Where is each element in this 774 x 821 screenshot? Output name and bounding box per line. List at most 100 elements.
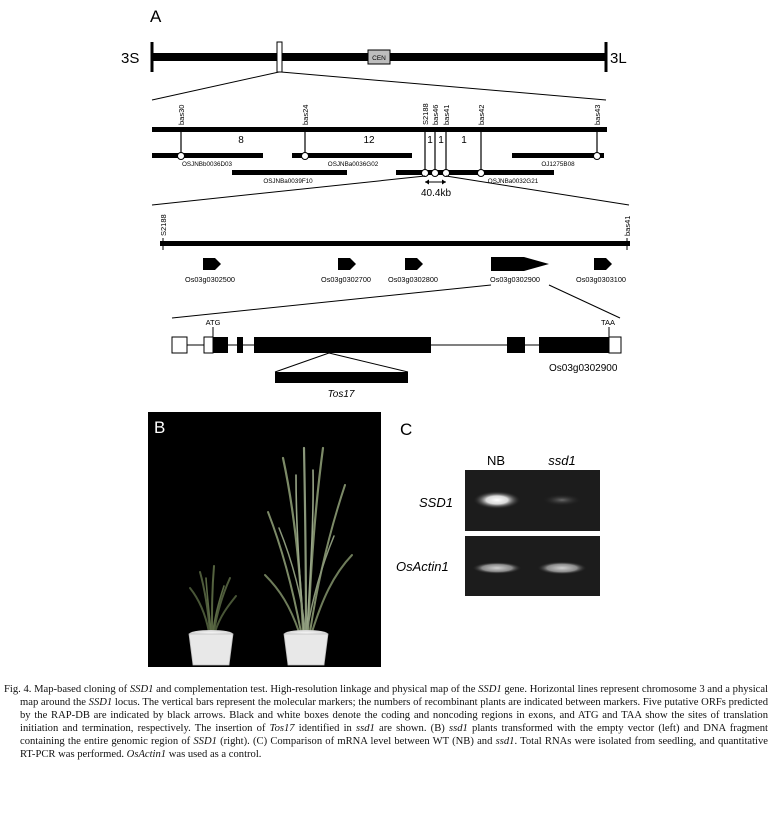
orf-label: Os03g0302700 [321, 275, 371, 284]
marker-label: bas42 [477, 105, 486, 125]
figure-caption: Fig. 4. Map-based cloning of SSD1 and co… [4, 683, 768, 761]
pot-left [188, 630, 234, 666]
exon-box [213, 337, 228, 353]
orf-label: Os03g0302900 [490, 275, 540, 284]
caption-body: SSD1 and complementation test. High-reso… [20, 684, 768, 760]
centromere-label: CEN [372, 55, 386, 62]
lane-label-nb: NB [487, 453, 505, 468]
bac-bar [292, 153, 412, 158]
zoom-line-left-3 [171, 284, 492, 319]
exon-box [254, 337, 431, 353]
orf-region-bar [160, 241, 630, 246]
recombinant-count: 1 [427, 135, 433, 146]
marker-label: bas46 [431, 105, 440, 125]
marker-dot [442, 169, 450, 177]
bac-bar [152, 153, 263, 158]
bac-bar [396, 170, 554, 175]
tos17-insertion [275, 372, 408, 383]
orf-label: Os03g0302800 [388, 275, 438, 284]
zoom-line-left-1 [151, 71, 280, 101]
caption-italic-term: ssd1 [448, 723, 468, 734]
caption-segment: gene. Horizontal lines represent chromos… [20, 684, 768, 708]
bac-bar [232, 170, 347, 175]
orf-label: Os03g0303100 [576, 275, 626, 284]
linkage-bar [152, 127, 607, 132]
orf-map: S2188 bas41 Os03g0302500 Os03g0302700 Os… [159, 214, 632, 319]
chrom-right-label: 3L [610, 50, 627, 67]
locus-marker [276, 41, 283, 73]
zoom-line-right-1 [280, 71, 607, 101]
band-ssd1-nb [473, 491, 521, 509]
orf-arrow [405, 258, 423, 270]
utr-box-5b [203, 336, 214, 354]
recombinant-count: 8 [238, 135, 244, 146]
bac-label: OJ1275B08 [541, 161, 575, 168]
band-actin-nb [472, 562, 522, 574]
caption-segment: and complementation test. High-resolutio… [153, 684, 479, 695]
gene-structure: ATG TAA Tos17 Os03g0302900 [171, 318, 622, 400]
exon-box [539, 337, 609, 353]
zoom-marker-label: S2188 [159, 214, 168, 236]
panel-a: A 3S 3L CEN bas30 bas24 [121, 7, 632, 400]
recombinant-count: 1 [438, 135, 444, 146]
caption-lead: Fig. 4. Map-based cloning of [4, 684, 130, 695]
zoom-line-left-2 [151, 175, 426, 206]
caption-italic-term: Tos17 [269, 723, 295, 734]
pot-right [283, 630, 329, 666]
gene-label: Os03g0302900 [549, 363, 618, 374]
marker-dot [421, 169, 429, 177]
distance-label: 40.4kb [421, 188, 451, 199]
gel-row-label-osactin1: OsActin1 [396, 559, 449, 574]
panel-c-label: C [400, 420, 412, 439]
panel-b-label: B [154, 418, 165, 437]
caption-segment: plants transformed with the empty vector… [20, 723, 768, 747]
caption-italic-term: SSD1 [88, 697, 113, 708]
marker-dot [301, 152, 309, 160]
zoom-marker-label: bas41 [623, 216, 632, 236]
atg-label: ATG [206, 318, 221, 327]
exon-box [237, 337, 243, 353]
caption-segment: identified in [294, 723, 357, 734]
linkage-map: bas30 bas24 S2188 bas46 bas41 bas42 bas4… [151, 103, 630, 206]
bac-label: OSJNBa0039F10 [263, 178, 313, 185]
bac-bar [512, 153, 604, 158]
bac-label: OSJNBa0036G02 [328, 161, 379, 168]
marker-dot [593, 152, 601, 160]
marker-dot [431, 169, 439, 177]
zoom-line-right-2 [445, 175, 630, 206]
utr-box-5 [171, 336, 188, 354]
figure-4: A 3S 3L CEN bas30 bas24 [121, 7, 632, 667]
recombinant-count: 12 [363, 135, 375, 146]
plant-complemented [264, 446, 353, 634]
caption-italic-term: OsActin1 [126, 749, 167, 760]
caption-segment: (right). (C) Comparison of mRNA level be… [216, 736, 496, 747]
caption-segment: locus. The vertical bars represent the m… [20, 697, 768, 734]
marker-label: bas43 [593, 105, 602, 125]
marker-label: S2188 [421, 103, 430, 125]
tos17-label: Tos17 [328, 389, 355, 400]
caption-segment: are shown. (B) [374, 723, 449, 734]
gel-row-label-ssd1: SSD1 [419, 495, 453, 510]
caption-italic-term: ssd1 [356, 723, 375, 734]
caption-italic-term: SSD1 [193, 736, 217, 747]
caption-italic-term: ssd1 [495, 736, 515, 747]
zoom-line-right-3 [548, 284, 621, 319]
plant-empty-vector [189, 565, 237, 633]
chromosome-3: 3S 3L CEN [121, 41, 627, 101]
caption-text: Fig. 4. Map-based cloning of SSD1 and co… [4, 683, 768, 761]
marker-label: bas30 [177, 105, 186, 125]
insertion-line-left [274, 352, 330, 373]
marker-label: bas24 [301, 105, 310, 125]
lane-label-ssd1: ssd1 [548, 453, 575, 468]
orf-arrow [203, 258, 221, 270]
plant-photo [148, 412, 381, 667]
insertion-line-right [328, 352, 409, 373]
panel-c: C NB ssd1 SSD1 OsActin1 [396, 420, 600, 596]
centromere [367, 49, 391, 65]
caption-italic-term: SSD1 [478, 684, 502, 695]
bac-label: OSJNBa0032G21 [488, 178, 539, 185]
orf-label: Os03g0302500 [185, 275, 235, 284]
caption-segment: was used as a control. [166, 749, 262, 760]
utr-box-3 [608, 336, 622, 354]
marker-label: bas41 [442, 105, 451, 125]
